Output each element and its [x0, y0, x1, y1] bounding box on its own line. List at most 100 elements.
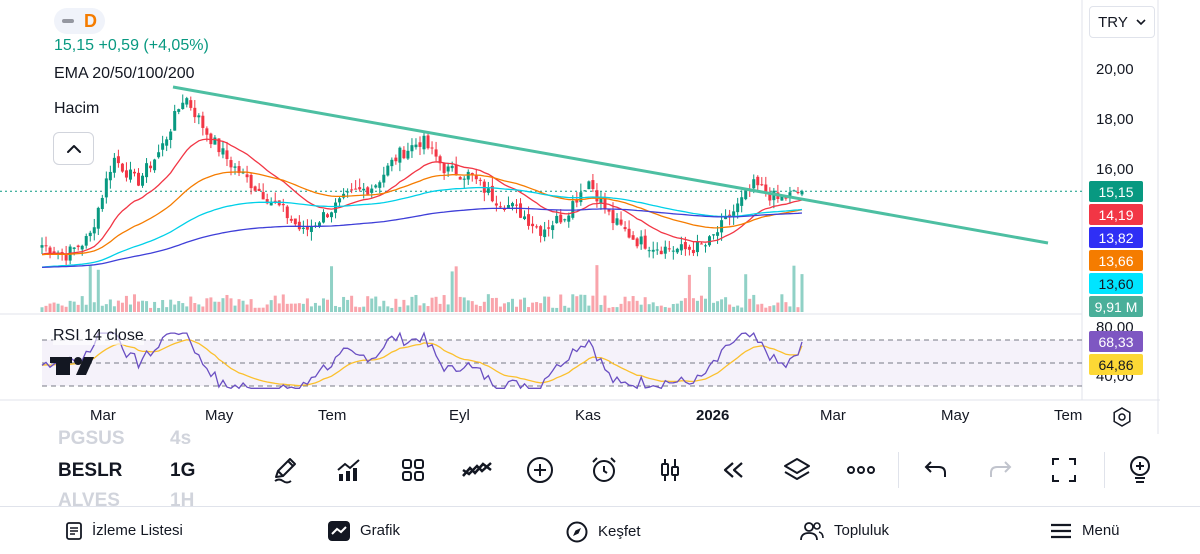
- candle-body: [157, 152, 161, 158]
- chart-type-button[interactable]: [654, 454, 686, 486]
- candle-body: [169, 131, 173, 140]
- candle-body: [366, 187, 370, 195]
- chart-settings-icon[interactable]: [1111, 406, 1133, 428]
- candle-body: [599, 197, 603, 204]
- alert-button[interactable]: [588, 454, 620, 486]
- nav-community[interactable]: Topluluk: [800, 521, 889, 541]
- volume-bar: [68, 300, 72, 312]
- chart-icon: [328, 521, 350, 541]
- chart-canvas[interactable]: [0, 0, 1200, 434]
- nav-chart[interactable]: Grafik: [328, 521, 400, 541]
- candle-body: [370, 188, 374, 193]
- candle-body: [559, 214, 563, 223]
- idea-button[interactable]: [1124, 454, 1156, 486]
- volume-bar: [317, 305, 321, 312]
- volume-bar: [257, 307, 261, 312]
- volume-bar: [571, 294, 575, 312]
- price-tick: 20,00: [1096, 61, 1134, 78]
- volume-bar: [563, 305, 567, 312]
- volume-bar: [374, 296, 378, 312]
- hamburger-menu-icon: [1051, 523, 1071, 539]
- add-button[interactable]: [524, 454, 556, 486]
- candle-body: [346, 191, 350, 193]
- candle-body: [466, 171, 470, 180]
- rsi-legend-label[interactable]: RSI 14 close: [53, 327, 144, 345]
- volume-bar: [338, 307, 342, 312]
- symbol-pill[interactable]: D: [54, 8, 105, 34]
- volume-bar: [233, 305, 237, 312]
- candle-body: [269, 201, 273, 206]
- candle-body: [454, 164, 458, 176]
- watchlist-timeframe[interactable]: 1H: [170, 490, 195, 506]
- candle-body: [233, 166, 237, 168]
- candle-body: [297, 221, 301, 230]
- compare-button[interactable]: [461, 454, 493, 486]
- volume-bar: [128, 304, 132, 312]
- price-badge-ema100: 13,60: [1089, 273, 1143, 294]
- layers-button[interactable]: [781, 454, 813, 486]
- volume-bar: [442, 295, 446, 312]
- active-symbol[interactable]: BESLR: [58, 460, 123, 481]
- undo-button[interactable]: [920, 454, 952, 486]
- nav-watchlist[interactable]: İzleme Listesi: [66, 521, 183, 541]
- watchlist-timeframe[interactable]: 4s: [170, 428, 192, 449]
- volume-bar: [523, 297, 527, 312]
- candle-body: [587, 181, 591, 190]
- candle-body: [382, 174, 386, 183]
- fullscreen-button[interactable]: [1048, 454, 1080, 486]
- collapse-legend-button[interactable]: [53, 132, 94, 165]
- candle-body: [64, 253, 68, 261]
- volume-bar: [249, 299, 253, 312]
- volume-bar: [740, 307, 744, 312]
- volume-bar: [414, 294, 418, 312]
- candle-body: [229, 160, 233, 168]
- volume-bar: [72, 301, 76, 312]
- nav-explore[interactable]: Keşfet: [566, 521, 641, 543]
- candle-body: [386, 165, 390, 176]
- replay-button[interactable]: [717, 454, 749, 486]
- candle-body: [398, 147, 402, 163]
- ema-legend-label[interactable]: EMA 20/50/100/200: [54, 65, 195, 82]
- active-timeframe[interactable]: 1G: [170, 460, 196, 481]
- volume-bar: [736, 305, 740, 312]
- watchlist-symbol[interactable]: ALVES: [58, 490, 120, 506]
- volume-bar: [56, 303, 60, 312]
- currency-select[interactable]: TRY: [1089, 6, 1155, 38]
- candle-body: [40, 245, 44, 248]
- volume-bar: [64, 306, 68, 312]
- list-icon: [66, 522, 82, 540]
- volume-bar: [591, 295, 595, 312]
- volume-bar: [358, 307, 362, 312]
- plus-circle-icon: [527, 457, 553, 483]
- volume-bar: [756, 304, 760, 312]
- candle-body: [293, 218, 297, 225]
- chart-area[interactable]: D 15,15 +0,59 (+4,05%) EMA 20/50/100/200…: [0, 0, 1200, 434]
- volume-legend-label[interactable]: Hacim: [54, 100, 100, 117]
- volume-bar: [635, 300, 639, 312]
- volume-bar: [297, 303, 301, 312]
- volume-bar: [539, 303, 543, 312]
- volume-bar: [265, 304, 269, 312]
- volume-bar: [647, 304, 651, 312]
- candle-body: [643, 235, 647, 249]
- candle-body: [551, 225, 555, 231]
- volume-bar: [627, 301, 631, 312]
- volume-bar: [217, 301, 221, 312]
- candle-body: [225, 150, 229, 160]
- watchlist-symbol[interactable]: PGSUS: [58, 428, 125, 449]
- collapse-dash-icon: [62, 19, 74, 23]
- redo-button[interactable]: [984, 454, 1016, 486]
- volume-bar: [76, 304, 80, 312]
- candle-body: [547, 227, 551, 229]
- candle-body: [740, 197, 744, 206]
- nav-menu[interactable]: Menü: [1050, 521, 1120, 541]
- drawing-tool-button[interactable]: [269, 454, 301, 486]
- more-button[interactable]: [845, 454, 877, 486]
- indicators-button[interactable]: [333, 454, 365, 486]
- price-tick: 16,00: [1096, 161, 1134, 178]
- candle-body: [100, 197, 104, 210]
- candle-body: [752, 179, 756, 189]
- layout-button[interactable]: [397, 454, 429, 486]
- candle-body: [438, 156, 442, 164]
- volume-bar: [277, 303, 281, 312]
